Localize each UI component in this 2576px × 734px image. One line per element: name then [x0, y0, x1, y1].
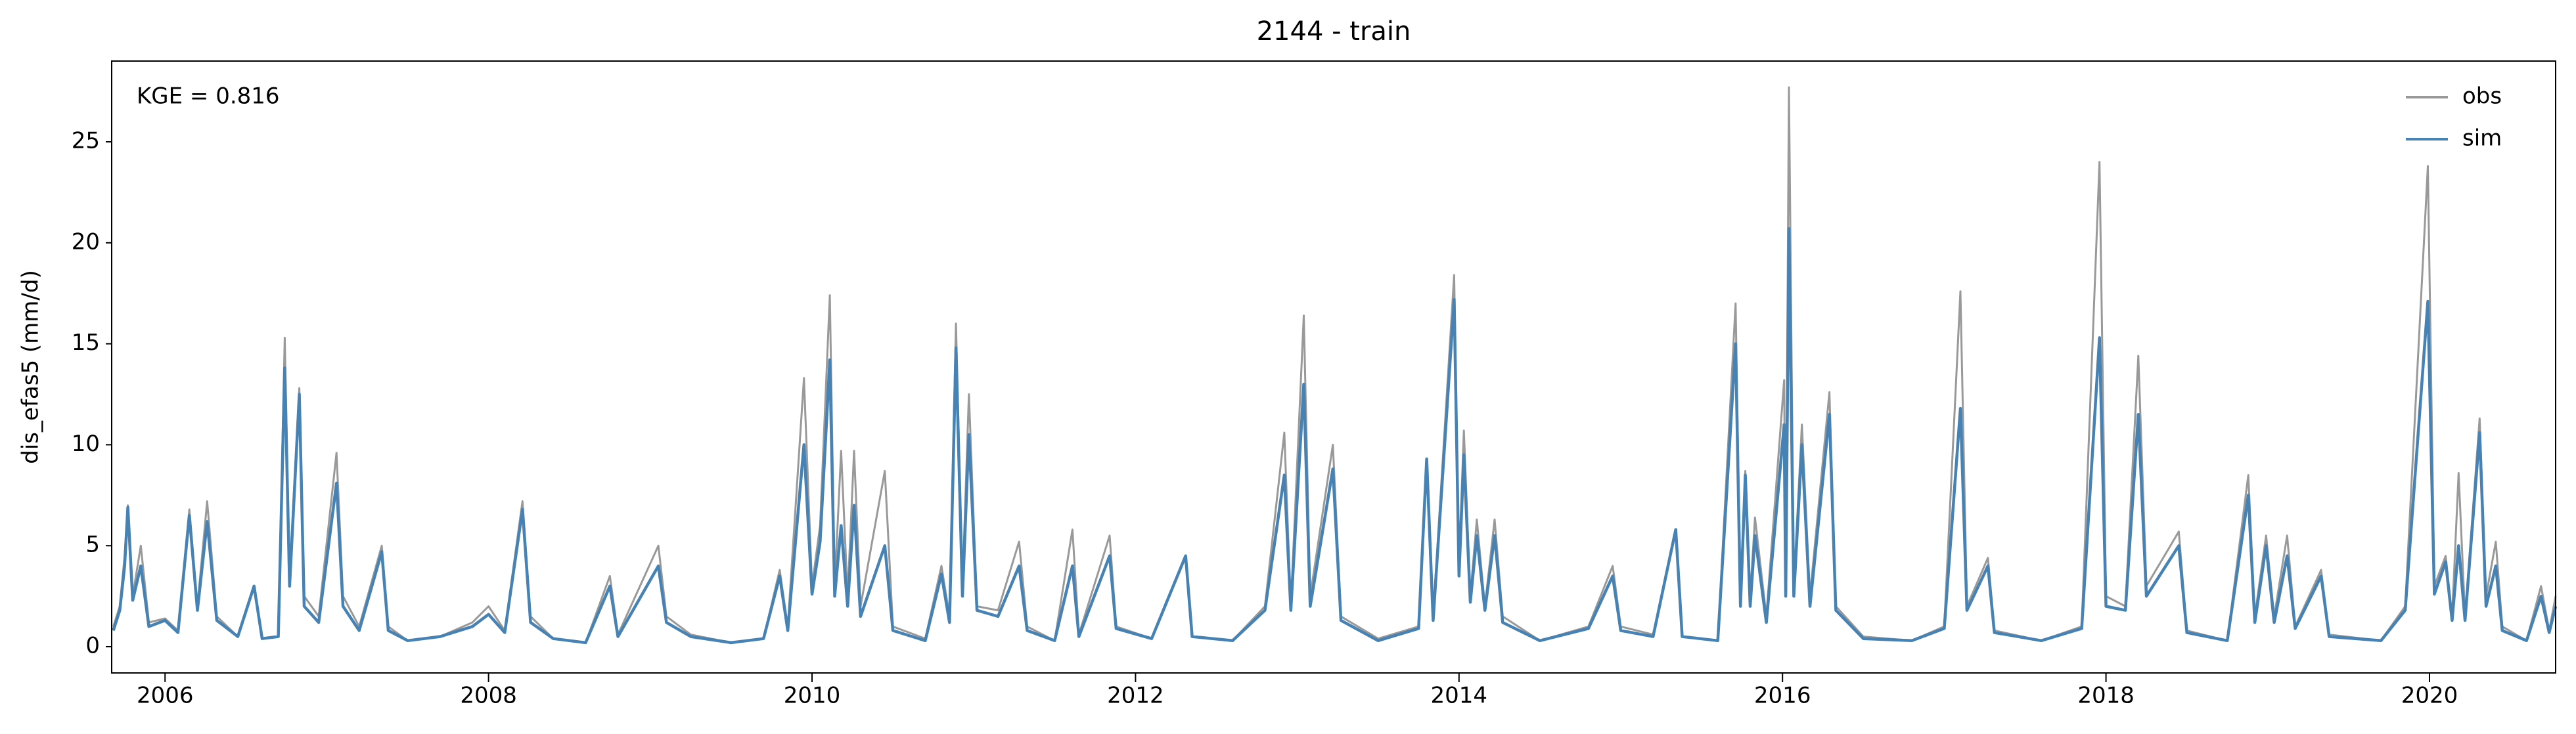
legend-label: sim [2462, 125, 2502, 152]
y-tick-label: 20 [72, 228, 100, 255]
series-line [112, 86, 2557, 644]
y-tick-label: 15 [72, 330, 100, 356]
x-tick-label: 2016 [1754, 683, 1811, 709]
x-tick-label: 2014 [1431, 683, 1488, 709]
legend-label: obs [2462, 83, 2502, 110]
x-tick-label: 2018 [2077, 683, 2135, 709]
chart-title: 2144 - train [1257, 16, 1411, 47]
x-tick-label: 2008 [460, 683, 517, 709]
x-tick-label: 2020 [2401, 683, 2458, 709]
y-tick-label: 25 [72, 128, 100, 154]
y-tick-label: 10 [72, 431, 100, 457]
y-tick-label: 5 [85, 532, 100, 558]
plot-frame [111, 60, 2556, 674]
x-tick-label: 2010 [784, 683, 841, 709]
y-tick-label: 0 [85, 633, 100, 659]
annotation: KGE = 0.816 [137, 83, 280, 110]
x-tick-label: 2006 [137, 683, 194, 709]
series-line [112, 227, 2558, 645]
y-axis-label: dis_efas5 (mm/d) [18, 270, 44, 464]
x-tick-label: 2012 [1107, 683, 1164, 709]
